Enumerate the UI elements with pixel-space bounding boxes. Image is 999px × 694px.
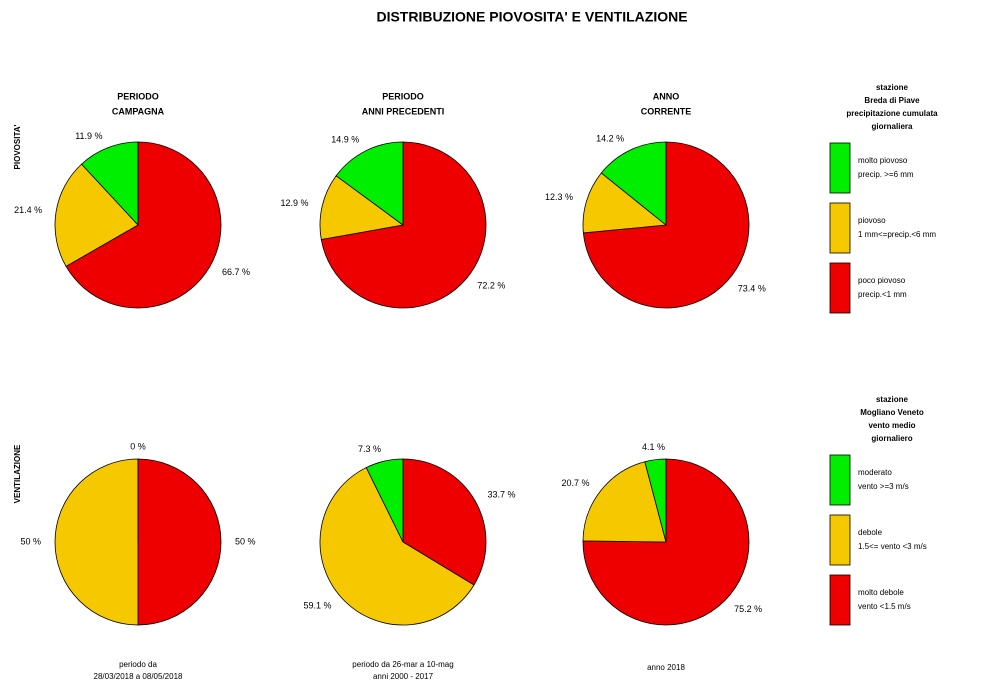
value-label: 7.3 % [358,444,381,454]
value-label: 12.9 % [281,198,309,208]
pie-slice [582,172,668,234]
legend-title: giornaliera [872,122,913,131]
legend-swatch [829,142,851,194]
legend-title: Mogliano Veneto [860,408,924,417]
value-label: 20.7 % [562,478,590,488]
pie-slice [137,458,222,626]
value-label: 12.3 % [545,192,573,202]
legend-title: Breda di Piave [864,96,920,105]
legend-title: stazione [876,395,909,404]
pie-title: PERIODO [382,91,424,101]
footer: periodo da 26-mar a 10-mag [352,660,453,669]
legend-label: vento <1.5 m/s [858,602,911,611]
value-label: 72.2 % [477,280,505,290]
legend-label: precip.<1 mm [858,290,907,299]
pie-slice [644,458,667,543]
pie-slice [365,458,404,543]
value-label: 14.2 % [596,134,624,144]
legend-title: stazione [876,83,909,92]
legend-label: poco piovoso [858,276,906,285]
legend-swatch [829,262,851,314]
pie-slice [600,141,667,226]
pie-slice [319,467,475,626]
legend-label: molto piovoso [858,156,908,165]
pie-title: PERIODO [117,91,159,101]
legend-label: moderato [858,468,892,477]
pie-slice [582,458,750,626]
legend-label: precip. >=6 mm [858,170,914,179]
page-title: DISTRIBUZIONE PIOVOSITA' E VENTILAZIONE [376,9,687,25]
footer: 28/03/2018 a 08/05/2018 [94,672,184,681]
value-label: 66.7 % [222,267,250,277]
value-label: 73.4 % [738,283,766,293]
legend-title: giornaliero [871,434,912,443]
legend-label: 1 mm<=precip.<6 mm [858,230,936,239]
pie-slice [319,175,404,240]
footer: periodo da [119,660,157,669]
pie-title: CAMPAGNA [112,106,165,116]
legend-label: molto debole [858,588,904,597]
value-label: 50 % [20,536,41,546]
value-label: 21.4 % [14,205,42,215]
legend-title: vento medio [868,421,915,430]
row-label: PIOVOSITA' [13,124,22,169]
pie-title: ANNI PRECEDENTI [362,106,445,116]
legend-swatch [829,514,851,566]
value-label: 33.7 % [488,490,516,500]
legend-label: 1.5<= vento <3 m/s [858,542,927,551]
legend-label: vento >=3 m/s [858,482,909,491]
legend-swatch [829,454,851,506]
pie-slice [402,458,487,586]
value-label: 14.9 % [331,135,359,145]
legend-swatch [829,202,851,254]
pie-slice [65,141,222,309]
pie-title: ANNO [653,91,680,101]
footer: anno 2018 [647,663,685,672]
value-label: 59.1 % [303,601,331,611]
value-label: 50 % [235,536,256,546]
pie-slice [335,141,404,226]
value-label: 11.9 % [75,131,102,141]
pie-slice [80,141,139,227]
pie-title: CORRENTE [641,106,692,116]
footer: anni 2000 - 2017 [373,672,434,681]
pie-slice [54,163,139,267]
pie-slice [582,461,667,543]
legend-label: debole [858,528,883,537]
value-label: 0 % [130,441,146,451]
value-label: 75.2 % [734,604,762,614]
legend-label: piovoso [858,216,886,225]
pie-slice [54,458,139,626]
legend-swatch [829,574,851,626]
row-label: VENTILAZIONE [13,444,22,503]
value-label: 4.1 % [642,442,665,452]
legend-title: precipitazione cumulata [846,109,938,118]
